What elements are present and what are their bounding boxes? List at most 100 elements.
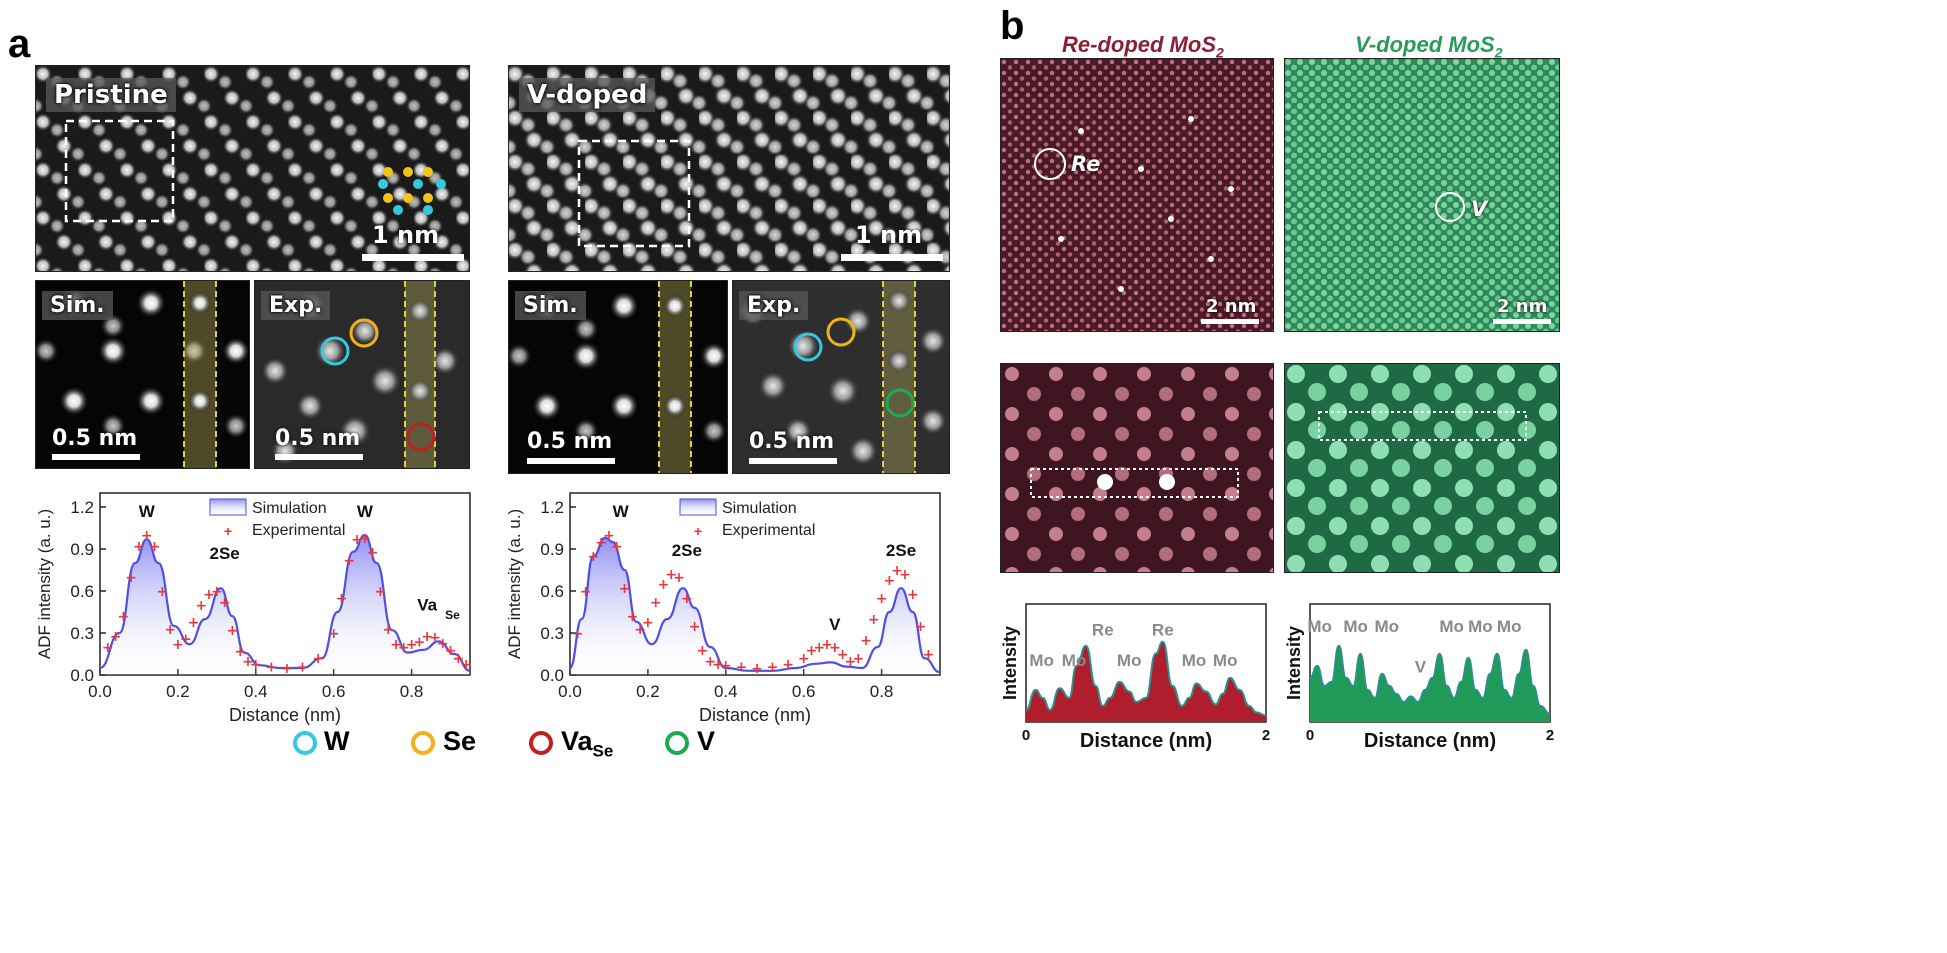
element-label: Re [1092,620,1114,639]
experimental-point: + [211,584,223,600]
pristine-profile-chart: 0.0 0.2 0.4 0.6 0.8 0.0 0.3 0.6 0.9 1.2 Distance (… [35,492,472,725]
legend-exp-label: Experimental [722,522,815,539]
experimental-point: + [697,643,709,659]
pristine-exp-label: Exp. [261,291,331,320]
experimental-point: + [611,539,623,555]
intensity-area [1026,641,1266,722]
experimental-point: + [398,640,410,656]
intensity-line [1025,640,1267,717]
y-axis-label: Intensity [1000,626,1020,700]
experimental-point: + [673,570,685,586]
vdoped-exp-scale-bar [749,458,837,464]
pristine-sim-label: Sim. [42,291,113,320]
x-tick-label: 0.4 [714,682,738,701]
element-label: Mo [1497,617,1522,636]
va-legend-icon [529,731,553,755]
vdoped-stem-image: V-doped 1 nm [508,65,950,272]
re-scale-text: 2 nm [1206,296,1257,317]
element-label: Mo [1439,617,1464,636]
w-atom-marker [793,332,823,362]
experimental-point: + [852,651,864,667]
peak-label: 2Se [886,541,916,560]
experimental-point: + [650,595,662,611]
experimental-point: + [312,651,324,667]
experimental-point: + [860,633,872,649]
element-label: Mo [1182,651,1207,670]
element-label: Mo [1307,617,1332,636]
v-doped-title: V-doped MoS2 [1355,32,1503,61]
experimental-point: + [665,567,677,583]
experimental-point: + [266,660,278,676]
peak-label: 2Se [672,541,702,560]
v-atom-marker-b [1435,192,1465,222]
panel-b-letter: b [1000,4,1025,48]
x-axis-label: Distance (nm) [229,705,341,725]
simulation-line [568,536,941,674]
experimental-point: + [884,573,896,589]
pristine-stem-image: Pristine 1 nm [35,65,470,272]
legend-exp-label: Experimental [252,522,345,539]
experimental-point: + [227,623,239,639]
element-label: Mo [1117,651,1142,670]
experimental-point: + [429,630,441,646]
peak-label: Se [445,608,460,622]
experimental-point: + [868,612,880,628]
experimental-point: + [603,528,615,544]
x-tick-label: 0.6 [322,682,346,701]
experimental-point: + [704,654,716,670]
v-label: V [1471,197,1488,221]
re-line-roi [1030,468,1239,498]
va-legend-label: VaSe [561,726,614,761]
x-axis-label: Distance (nm) [1364,730,1496,752]
experimental-point: + [125,570,137,586]
experimental-point: + [445,643,457,659]
experimental-point: + [626,609,638,625]
element-label: Mo [1062,651,1087,670]
experimental-point: + [367,545,379,561]
experimental-point: + [821,637,833,653]
experimental-point: + [343,553,355,569]
experimental-point: + [751,661,763,677]
peak-label: W [613,502,630,521]
y-tick-label: 0.9 [540,540,564,559]
x-tick-label: 0.2 [166,682,190,701]
experimental-point: + [922,647,934,663]
experimental-point: + [588,549,600,565]
peak-label: W [139,502,156,521]
experimental-point: + [164,622,176,638]
se-atom-marker [349,318,379,348]
experimental-point: + [382,622,394,638]
v-line-roi [1318,411,1527,441]
vdoped-label: V-doped [519,78,656,112]
legend-sim-label: Simulation [252,500,327,517]
peak-label: V [829,615,841,634]
w-legend-label: W [324,726,350,756]
pristine-sim-image: Sim. 0.5 nm [35,280,250,469]
pristine-scale-text: 1 nm [372,221,440,249]
experimental-point: + [681,591,693,607]
y-tick-label: 0.9 [70,540,94,559]
x-tick-label: 0.2 [636,682,660,701]
experimental-point: + [406,637,418,653]
experimental-point: + [720,658,732,674]
se-atom-marker [826,317,856,347]
vdoped-roi-box [577,139,691,248]
experimental-point: + [634,622,646,638]
experimental-point: + [172,637,184,653]
y-tick-label: 0.0 [70,666,94,685]
x-axis-label: Distance (nm) [1080,730,1212,752]
experimental-point: + [421,629,433,645]
experimental-point: + [118,609,130,625]
experimental-point: + [907,587,919,603]
experimental-point: + [806,643,818,659]
re-scale-bar [1201,319,1259,324]
experimental-point: + [899,567,911,583]
legend-exp-swatch: + [224,523,232,539]
experimental-point: + [156,584,168,600]
y-axis-label: Intensity [1284,626,1304,700]
experimental-point: + [390,637,402,653]
vdoped-profile-chart: 0.0 0.2 0.4 0.6 0.8 0.0 0.3 0.6 0.9 1.2 Distance (… [505,492,941,725]
intensity-area [1310,645,1550,722]
experimental-point: + [188,615,200,631]
